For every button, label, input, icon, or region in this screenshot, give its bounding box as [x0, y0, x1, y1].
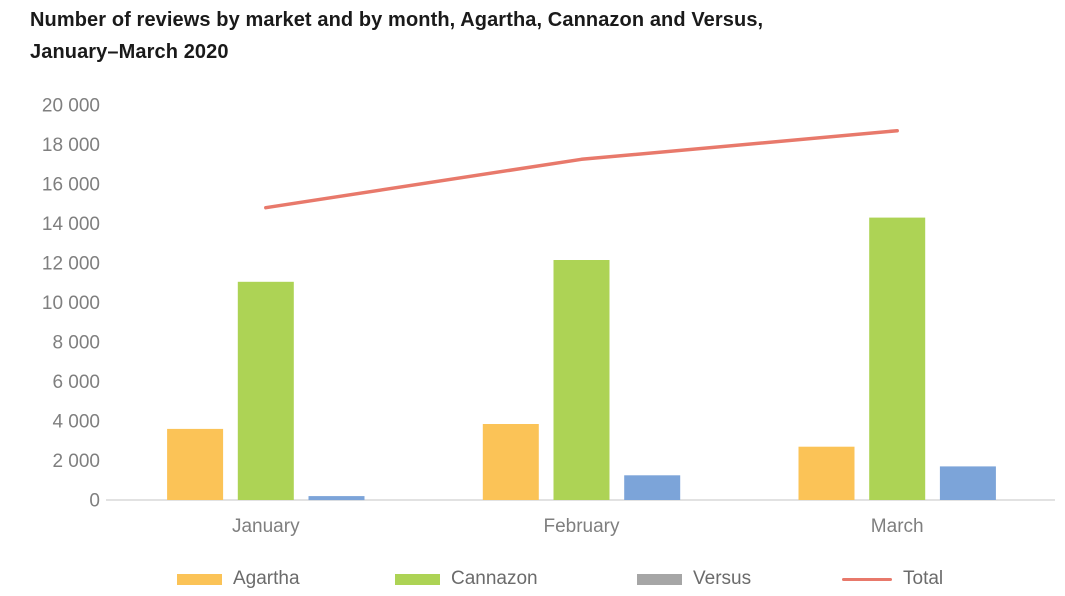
- bar-agartha-february: [482, 424, 539, 500]
- y-axis-tick-label: 4 000: [52, 412, 100, 433]
- x-axis-category-label: March: [871, 516, 924, 537]
- bar-cannazon-january: [237, 281, 294, 500]
- chart-title-line1: Number of reviews by market and by month…: [30, 9, 764, 31]
- bar-cannazon-february: [553, 260, 610, 500]
- chart-legend: Agartha Cannazon Versus Total: [0, 566, 1065, 596]
- legend-swatch-agartha: [177, 573, 222, 585]
- bar-versus-march: [939, 466, 996, 500]
- y-axis-tick-label: 0: [89, 491, 100, 512]
- x-axis-category-label: February: [543, 516, 620, 537]
- chart-title-line2: January–March 2020: [30, 41, 229, 63]
- bar-cannazon-march: [869, 217, 926, 500]
- legend-label-agartha: Agartha: [233, 568, 300, 589]
- y-axis-tick-label: 2 000: [52, 451, 100, 472]
- legend-item-total: Total: [842, 566, 943, 592]
- chart-title: Number of reviews by market and by month…: [30, 4, 990, 68]
- y-axis-tick-label: 10 000: [42, 293, 100, 314]
- bar-agartha-january: [167, 428, 224, 500]
- bar-versus-january: [308, 496, 365, 501]
- legend-label-versus: Versus: [693, 568, 752, 589]
- legend-swatch-total: [842, 577, 892, 581]
- legend-label-total: Total: [903, 568, 944, 589]
- y-axis-tick-label: 18 000: [42, 135, 100, 156]
- y-axis-tick-label: 16 000: [42, 175, 100, 196]
- y-axis-tick-label: 12 000: [42, 254, 100, 275]
- bar-versus-february: [624, 475, 681, 500]
- legend-label-cannazon: Cannazon: [451, 568, 538, 589]
- legend-swatch-cannazon: [395, 573, 440, 585]
- total-line: [264, 128, 899, 210]
- bar-agartha-march: [798, 446, 855, 500]
- legend-swatch-versus: [637, 573, 682, 585]
- legend-item-cannazon: Cannazon: [395, 566, 538, 592]
- y-axis-tick-label: 14 000: [42, 214, 100, 235]
- legend-item-agartha: Agartha: [177, 566, 300, 592]
- y-axis-tick-label: 6 000: [52, 372, 100, 393]
- y-axis-tick-label: 8 000: [52, 333, 100, 354]
- x-axis-category-label: January: [232, 516, 300, 537]
- legend-item-versus: Versus: [637, 566, 751, 592]
- y-axis-tick-label: 20 000: [42, 96, 100, 117]
